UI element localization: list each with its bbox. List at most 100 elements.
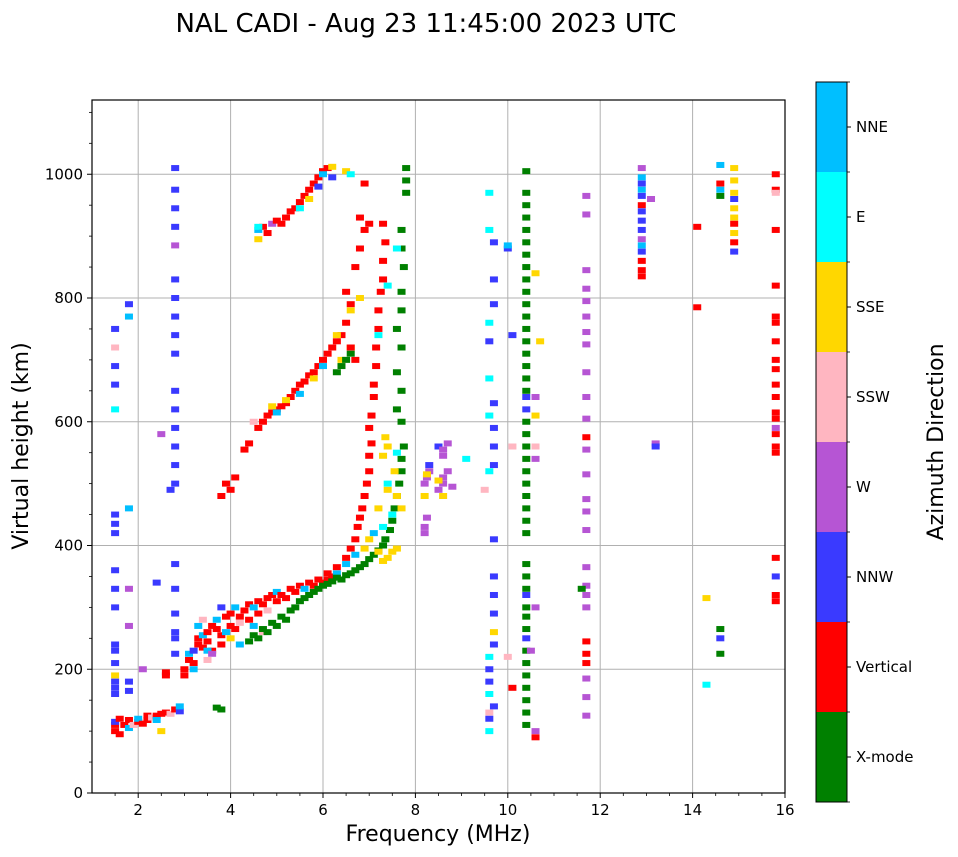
echo-point bbox=[231, 626, 240, 633]
echo-point bbox=[129, 721, 138, 728]
echo-point bbox=[771, 186, 780, 193]
echo-point bbox=[111, 520, 120, 527]
echo-point bbox=[526, 647, 535, 654]
echo-point bbox=[522, 517, 531, 524]
echo-point bbox=[111, 325, 120, 332]
echo-point bbox=[771, 319, 780, 326]
echo-point bbox=[124, 716, 133, 723]
echo-point bbox=[522, 325, 531, 332]
echo-point bbox=[124, 313, 133, 320]
echo-point bbox=[148, 714, 157, 721]
echo-point bbox=[328, 344, 337, 351]
echo-point bbox=[651, 440, 660, 447]
echo-point bbox=[522, 276, 531, 283]
echo-point bbox=[346, 350, 355, 357]
echo-point bbox=[342, 561, 351, 568]
echo-point bbox=[203, 656, 212, 663]
echo-point bbox=[485, 468, 494, 475]
echo-point bbox=[522, 394, 531, 400]
echo-point bbox=[111, 567, 120, 574]
echo-point bbox=[582, 638, 591, 645]
echo-point bbox=[420, 530, 429, 537]
echo-point bbox=[171, 165, 180, 172]
echo-point bbox=[323, 350, 332, 357]
echo-point bbox=[374, 307, 383, 314]
echo-point bbox=[522, 493, 531, 499]
echo-point bbox=[171, 242, 180, 249]
echo-point bbox=[582, 341, 591, 348]
echo-point bbox=[485, 653, 494, 660]
echo-point bbox=[397, 288, 406, 295]
echo-point bbox=[522, 431, 531, 438]
echo-point bbox=[531, 412, 540, 419]
echo-point bbox=[379, 557, 388, 564]
echo-point bbox=[485, 375, 494, 382]
echo-point bbox=[422, 474, 431, 481]
echo-point bbox=[332, 570, 341, 577]
echo-point bbox=[282, 595, 291, 602]
echo-point bbox=[189, 660, 198, 667]
colorbar: X-mode Vertical NNW W SSW SSE E NNE bbox=[815, 81, 913, 803]
echo-point bbox=[111, 585, 120, 592]
echo-point bbox=[522, 443, 531, 450]
echo-point bbox=[582, 675, 591, 682]
echo-point bbox=[397, 307, 406, 314]
echo-point bbox=[245, 616, 254, 623]
echo-point bbox=[522, 387, 531, 394]
echo-point bbox=[217, 604, 226, 611]
echo-point bbox=[309, 582, 318, 589]
echo-point bbox=[171, 585, 180, 592]
echo-point bbox=[522, 301, 531, 308]
chart-title: NAL CADI - Aug 23 11:45:00 2023 UTC bbox=[176, 9, 677, 39]
echo-point bbox=[171, 650, 180, 657]
echo-point bbox=[245, 440, 254, 447]
echo-point bbox=[489, 424, 498, 431]
echo-point bbox=[254, 610, 263, 617]
echo-point bbox=[323, 165, 332, 172]
echo-point bbox=[217, 493, 226, 499]
echo-point bbox=[522, 697, 531, 704]
echo-point bbox=[508, 684, 517, 691]
echo-point bbox=[730, 248, 739, 255]
echo-point bbox=[245, 638, 254, 645]
echo-point bbox=[295, 598, 304, 605]
echo-point bbox=[351, 264, 360, 271]
colorbar-tick-label: W bbox=[856, 478, 871, 496]
colorbar-segment bbox=[816, 352, 847, 442]
echo-point bbox=[124, 622, 133, 629]
echo-point bbox=[143, 716, 152, 723]
echo-point bbox=[693, 304, 702, 311]
echo-point bbox=[637, 192, 646, 199]
echo-point bbox=[397, 455, 406, 462]
echo-point bbox=[365, 424, 374, 431]
echo-point bbox=[582, 446, 591, 453]
echo-point bbox=[439, 474, 448, 481]
echo-point bbox=[360, 561, 369, 568]
echo-point bbox=[771, 394, 780, 400]
echo-point bbox=[420, 493, 429, 499]
echo-point bbox=[485, 691, 494, 697]
x-axis-label: Frequency (MHz) bbox=[346, 822, 531, 847]
echo-point bbox=[152, 712, 161, 719]
echo-point bbox=[351, 536, 360, 543]
echo-point bbox=[522, 721, 531, 728]
echo-point bbox=[582, 329, 591, 336]
echo-point bbox=[365, 452, 374, 459]
echo-point bbox=[397, 418, 406, 425]
echo-point bbox=[240, 446, 249, 453]
echo-point bbox=[582, 564, 591, 571]
echo-point bbox=[111, 344, 120, 351]
echo-point bbox=[346, 344, 355, 351]
echo-point bbox=[328, 578, 337, 585]
echo-point bbox=[171, 610, 180, 617]
echo-point bbox=[379, 452, 388, 459]
echo-point bbox=[221, 613, 230, 620]
echo-point bbox=[399, 264, 408, 271]
echo-point bbox=[771, 443, 780, 450]
echo-point bbox=[198, 616, 207, 623]
echo-point bbox=[115, 715, 124, 722]
echo-point bbox=[582, 285, 591, 292]
echo-point bbox=[422, 471, 431, 478]
echo-point bbox=[434, 486, 443, 493]
echo-point bbox=[295, 390, 304, 397]
